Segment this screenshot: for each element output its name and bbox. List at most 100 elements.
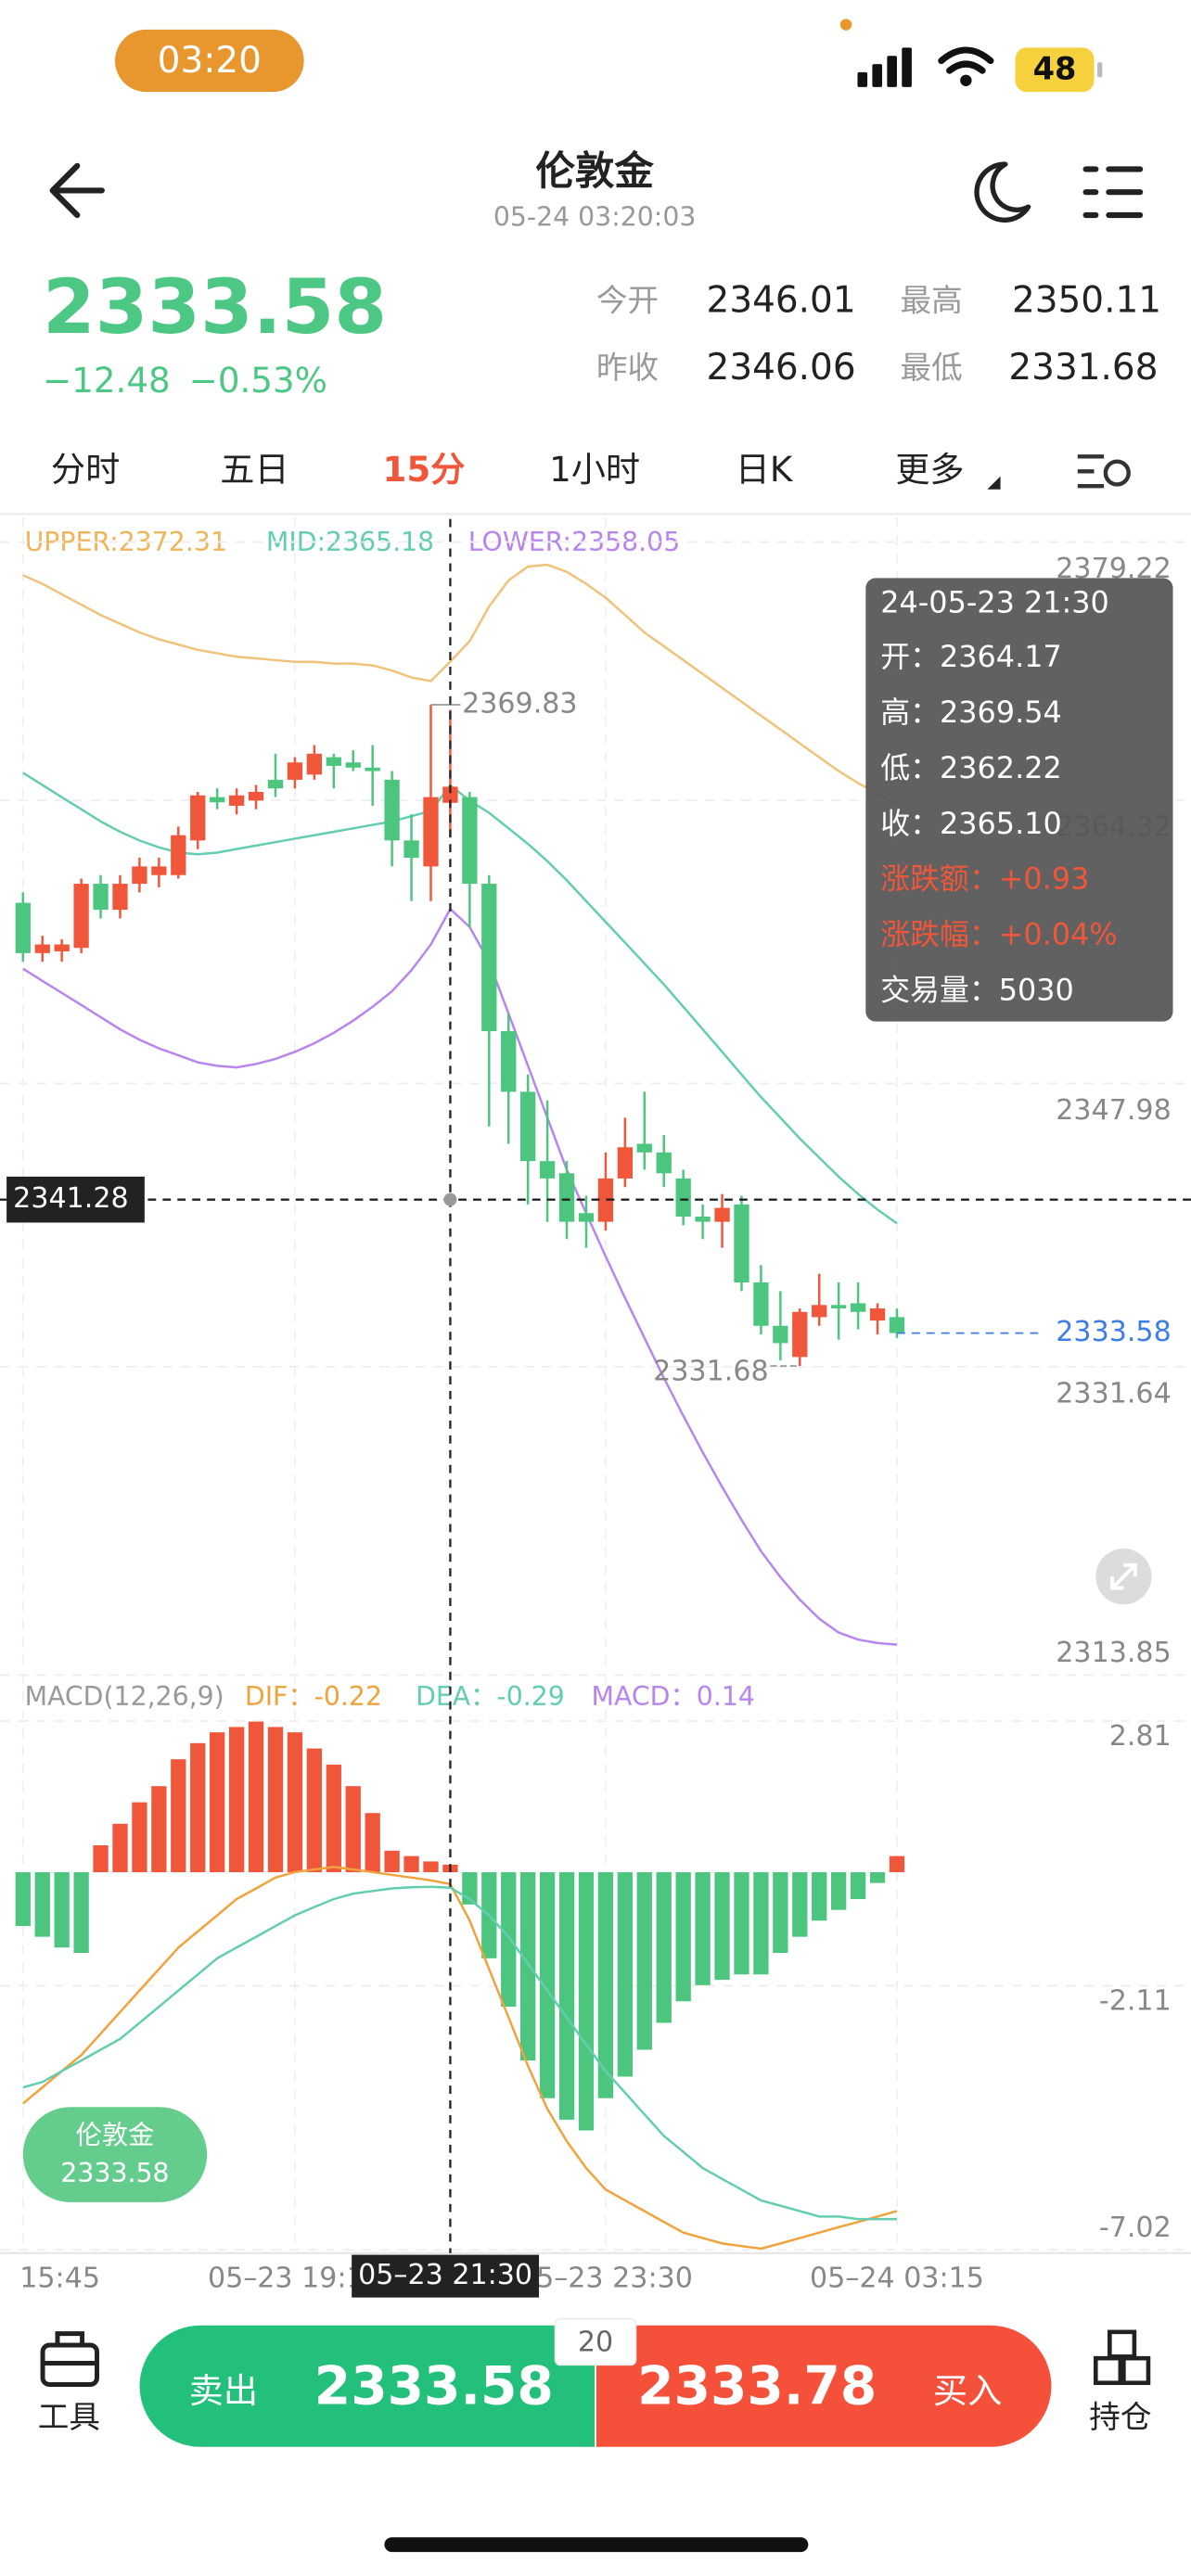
macd-bar [15,1872,31,1927]
candle-body [365,767,380,772]
high-marker: 2369.83 [462,687,577,720]
menu-button[interactable] [1082,166,1144,219]
sell-price: 2333.58 [314,2355,554,2417]
positions-button[interactable] [1093,2329,1151,2386]
battery-level: 48 [1033,51,1077,87]
sell-label: 卖出 [189,2370,258,2411]
tooltip-row: 低：2362.22 [880,750,1061,785]
tooltip-row: 收：2365.10 [880,806,1061,841]
candle-body [695,1216,711,1222]
crosshair-date-box [352,2254,540,2298]
last-price-label: 2333.58 [1056,1316,1171,1348]
candle-body [93,884,109,911]
candle-body [423,797,439,867]
tooltip-value: 2369.54 [940,695,1062,730]
x-tick-label: 05–23 23:30 [519,2263,693,2295]
sell-button[interactable] [139,2325,596,2447]
macd-bar [501,1872,517,2008]
macd-bar [675,1872,691,2002]
expand-icon [1110,1562,1137,1590]
tab[interactable]: 更多 [895,449,964,490]
macd-bar [384,1850,400,1873]
tooltip-label: 涨跌幅： [880,916,998,951]
tooltip-label: 高： [880,695,940,730]
candle-body [501,1030,517,1092]
macd-bar [403,1855,419,1873]
candle-body [675,1178,691,1217]
candle-body [578,1213,595,1222]
tooltip-value: 2364.17 [940,639,1062,674]
tab[interactable]: 五日 [220,449,288,490]
candle-body [112,884,128,911]
tooltip-row: 涨跌幅：+0.04% [880,916,1117,951]
candle-body [210,797,225,803]
spread: 20 [578,2327,613,2359]
candle-body [617,1147,634,1179]
stat-value: 2346.01 [707,279,856,321]
macd-bar [520,1872,536,2061]
macd-bar [93,1845,109,1873]
candle-body [345,762,361,768]
tooltip-date: 24-05-23 21:30 [880,585,1109,620]
macd-bar [656,1872,672,2023]
status-time: 03:20 [158,40,262,82]
y-tick-label: 2.81 [1109,1720,1172,1753]
y-tick-label: 2347.98 [1056,1094,1171,1127]
macd-bar [578,1872,595,2131]
crosshair-dot [443,1192,457,1206]
quote-change-pct: −0.53% [189,360,327,401]
candle-body [403,840,419,859]
macd-bar [306,1748,323,1873]
macd-bar [171,1759,186,1873]
candle-body [869,1308,886,1321]
quote-change: −12.48 [43,360,171,401]
theme-button[interactable] [974,161,1031,223]
macd-bar [714,1872,730,1981]
badge-price: 2333.58 [60,2158,169,2188]
back-button[interactable] [49,162,105,219]
macd-bar [695,1872,711,1985]
candle-body [73,884,89,949]
candle-body [151,866,167,875]
candle-body [267,779,284,789]
stat-value: 2331.68 [1008,347,1158,389]
macd-bar [773,1872,788,1954]
candle-body [34,944,50,953]
chart-settings-button[interactable] [1077,454,1131,489]
candle-body [656,1152,672,1174]
tab[interactable]: 日K [736,449,794,490]
candle-body [481,884,497,1031]
y-tick-label: 2313.85 [1056,1637,1171,1669]
band-line [22,907,898,1646]
macd-bar [850,1872,866,1900]
candle-body [831,1305,847,1309]
candle-body [171,835,186,875]
candle-body [326,757,341,766]
candle-body [287,762,303,780]
macd-bar [287,1732,303,1873]
wifi-dot [960,74,972,86]
tab[interactable]: 分时 [51,449,120,490]
tools-button[interactable] [40,2331,99,2387]
stat-label: 昨收 [596,350,659,386]
macd-bar [812,1872,827,1921]
candle-body [15,902,31,953]
band-line [22,772,898,1225]
x-tick-label: 05–24 03:15 [810,2263,984,2295]
tab[interactable]: 15分 [382,449,465,490]
tab[interactable]: 1小时 [549,449,640,490]
candle-body [190,795,206,841]
tooltip-label: 涨跌额： [880,861,998,897]
candle-body [306,753,323,775]
macd-bar [792,1872,808,1937]
macd-bar [228,1727,245,1873]
floating-badge[interactable] [22,2107,208,2202]
stat-label: 最低 [901,350,963,386]
macd-bar [132,1802,147,1873]
buy-button[interactable] [596,2325,1052,2447]
macd-bar [869,1872,886,1883]
macd-bar [831,1872,847,1910]
macd-bar [210,1732,225,1873]
tooltip-label: 交易量： [880,972,998,1007]
macd-bar [423,1861,439,1873]
